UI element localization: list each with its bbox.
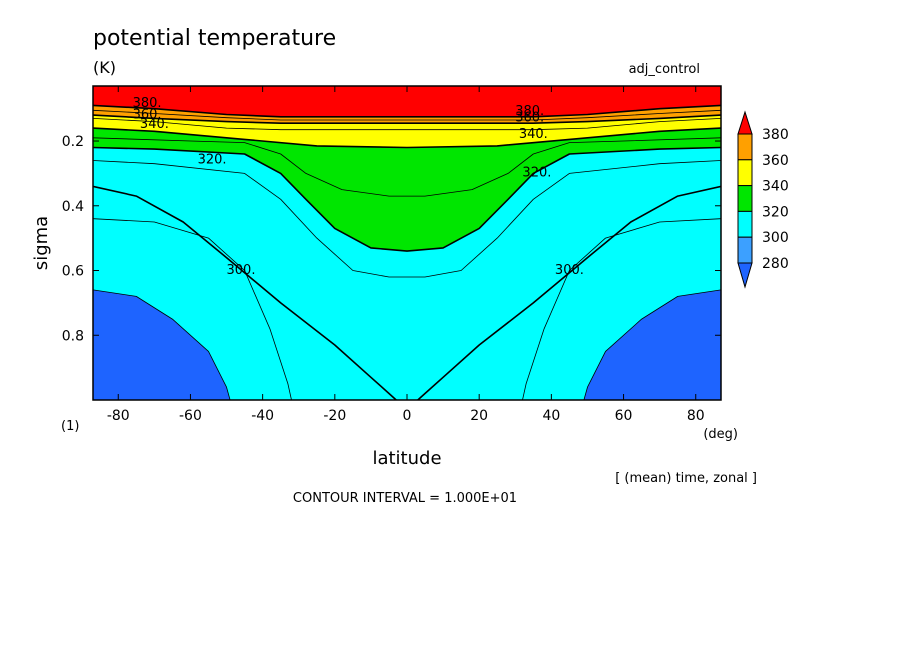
colorbar-swatch-top: [737, 110, 753, 135]
plot-area: 300. 300.320.320.340.340.360. 360.380.380.: [93, 86, 721, 400]
contour-label-2: 320.: [198, 153, 227, 168]
averaging-note: [ (mean) time, zonal ]: [615, 471, 757, 486]
contour-line-310-6: [522, 218, 721, 400]
contour-band-380: [93, 86, 721, 117]
colorbar-label: 300: [762, 230, 789, 246]
colorbar-swatch-2: [737, 210, 753, 238]
y-axis-unit: (1): [61, 419, 79, 434]
colorbar-label: 380: [762, 127, 789, 143]
y-tick-label: 0.6: [62, 264, 84, 280]
colorbar: 280 300 320 340 360 380: [737, 110, 789, 289]
x-tick-label: 60: [615, 408, 633, 424]
contour-line-340-9: [93, 127, 721, 149]
contour-line-370-12: [93, 109, 721, 121]
contour-interval-text: CONTOUR INTERVAL = 1.000E+01: [293, 491, 517, 506]
contour-line-360-11: [93, 114, 721, 124]
colorbar-swatch-3: [737, 185, 753, 212]
contour-label-0: 300.: [227, 263, 256, 278]
contour-line-310-4: [93, 160, 721, 278]
contour-line-380-13: [93, 104, 721, 118]
contour-label-layer: 300. 300.320.320.340.340.360. 360.380.380.: [133, 96, 584, 278]
x-tick-label: 40: [542, 408, 560, 424]
colorbar-swatch-bottom: [737, 262, 753, 289]
x-axis-ticks: -80 -60 -40 -20 0 20 40 60 80: [107, 86, 705, 424]
contour-line-310-5: [93, 218, 292, 400]
y-axis-label: sigma: [31, 216, 52, 270]
x-tick-label: 0: [403, 408, 412, 424]
colorbar-label: 340: [762, 179, 789, 195]
contour-label-6: 360.: [133, 107, 162, 122]
chart-title: potential temperature: [93, 26, 336, 51]
y-tick-label: 0.2: [62, 134, 84, 150]
x-tick-label: -60: [179, 408, 202, 424]
x-tick-label: 20: [470, 408, 488, 424]
x-tick-label: -40: [251, 408, 274, 424]
contour-line-300-2: [93, 185, 397, 400]
colorbar-swatch-4: [737, 159, 753, 187]
contour-line-320-7: [93, 146, 721, 252]
x-tick-label: 80: [687, 408, 705, 424]
x-axis-label: latitude: [372, 448, 441, 469]
colorbar-swatch-1: [737, 236, 753, 264]
contour-line-layer: [93, 104, 721, 400]
contour-fill-layer: [93, 86, 721, 400]
contour-line-330-8: [93, 137, 721, 197]
colorbar-swatch-5: [737, 133, 753, 161]
y-tick-label: 0.8: [62, 328, 84, 344]
colorbar-label: 280: [762, 256, 789, 272]
contour-label-7: 360.: [515, 111, 544, 126]
contour-label-4: 340.: [140, 117, 169, 132]
contour-line-290-0: [93, 289, 231, 400]
contour-label-5: 340.: [519, 127, 548, 142]
contour-line-300-3: [417, 185, 721, 400]
y-tick-label: 0.4: [62, 199, 84, 215]
contour-line-290-1: [583, 289, 721, 400]
contour-label-3: 320.: [522, 166, 551, 181]
polar-corner-band-1: [583, 289, 721, 400]
x-tick-label: -20: [323, 408, 346, 424]
colorbar-label: 320: [762, 204, 789, 220]
polar-corner-band-0: [93, 289, 231, 400]
contour-label-9: 380.: [515, 104, 544, 119]
y-axis-ticks: 0.2 0.4 0.6 0.8: [62, 134, 721, 344]
contour-label-1: 300.: [555, 263, 584, 278]
run-name: adj_control: [629, 62, 700, 77]
x-axis-unit: (deg): [703, 427, 738, 442]
x-tick-label: -80: [107, 408, 130, 424]
colorbar-label: 360: [762, 153, 789, 169]
contour-line-350-10: [93, 118, 721, 131]
contour-label-8: 380.: [133, 96, 162, 111]
chart-units: (K): [93, 58, 116, 77]
